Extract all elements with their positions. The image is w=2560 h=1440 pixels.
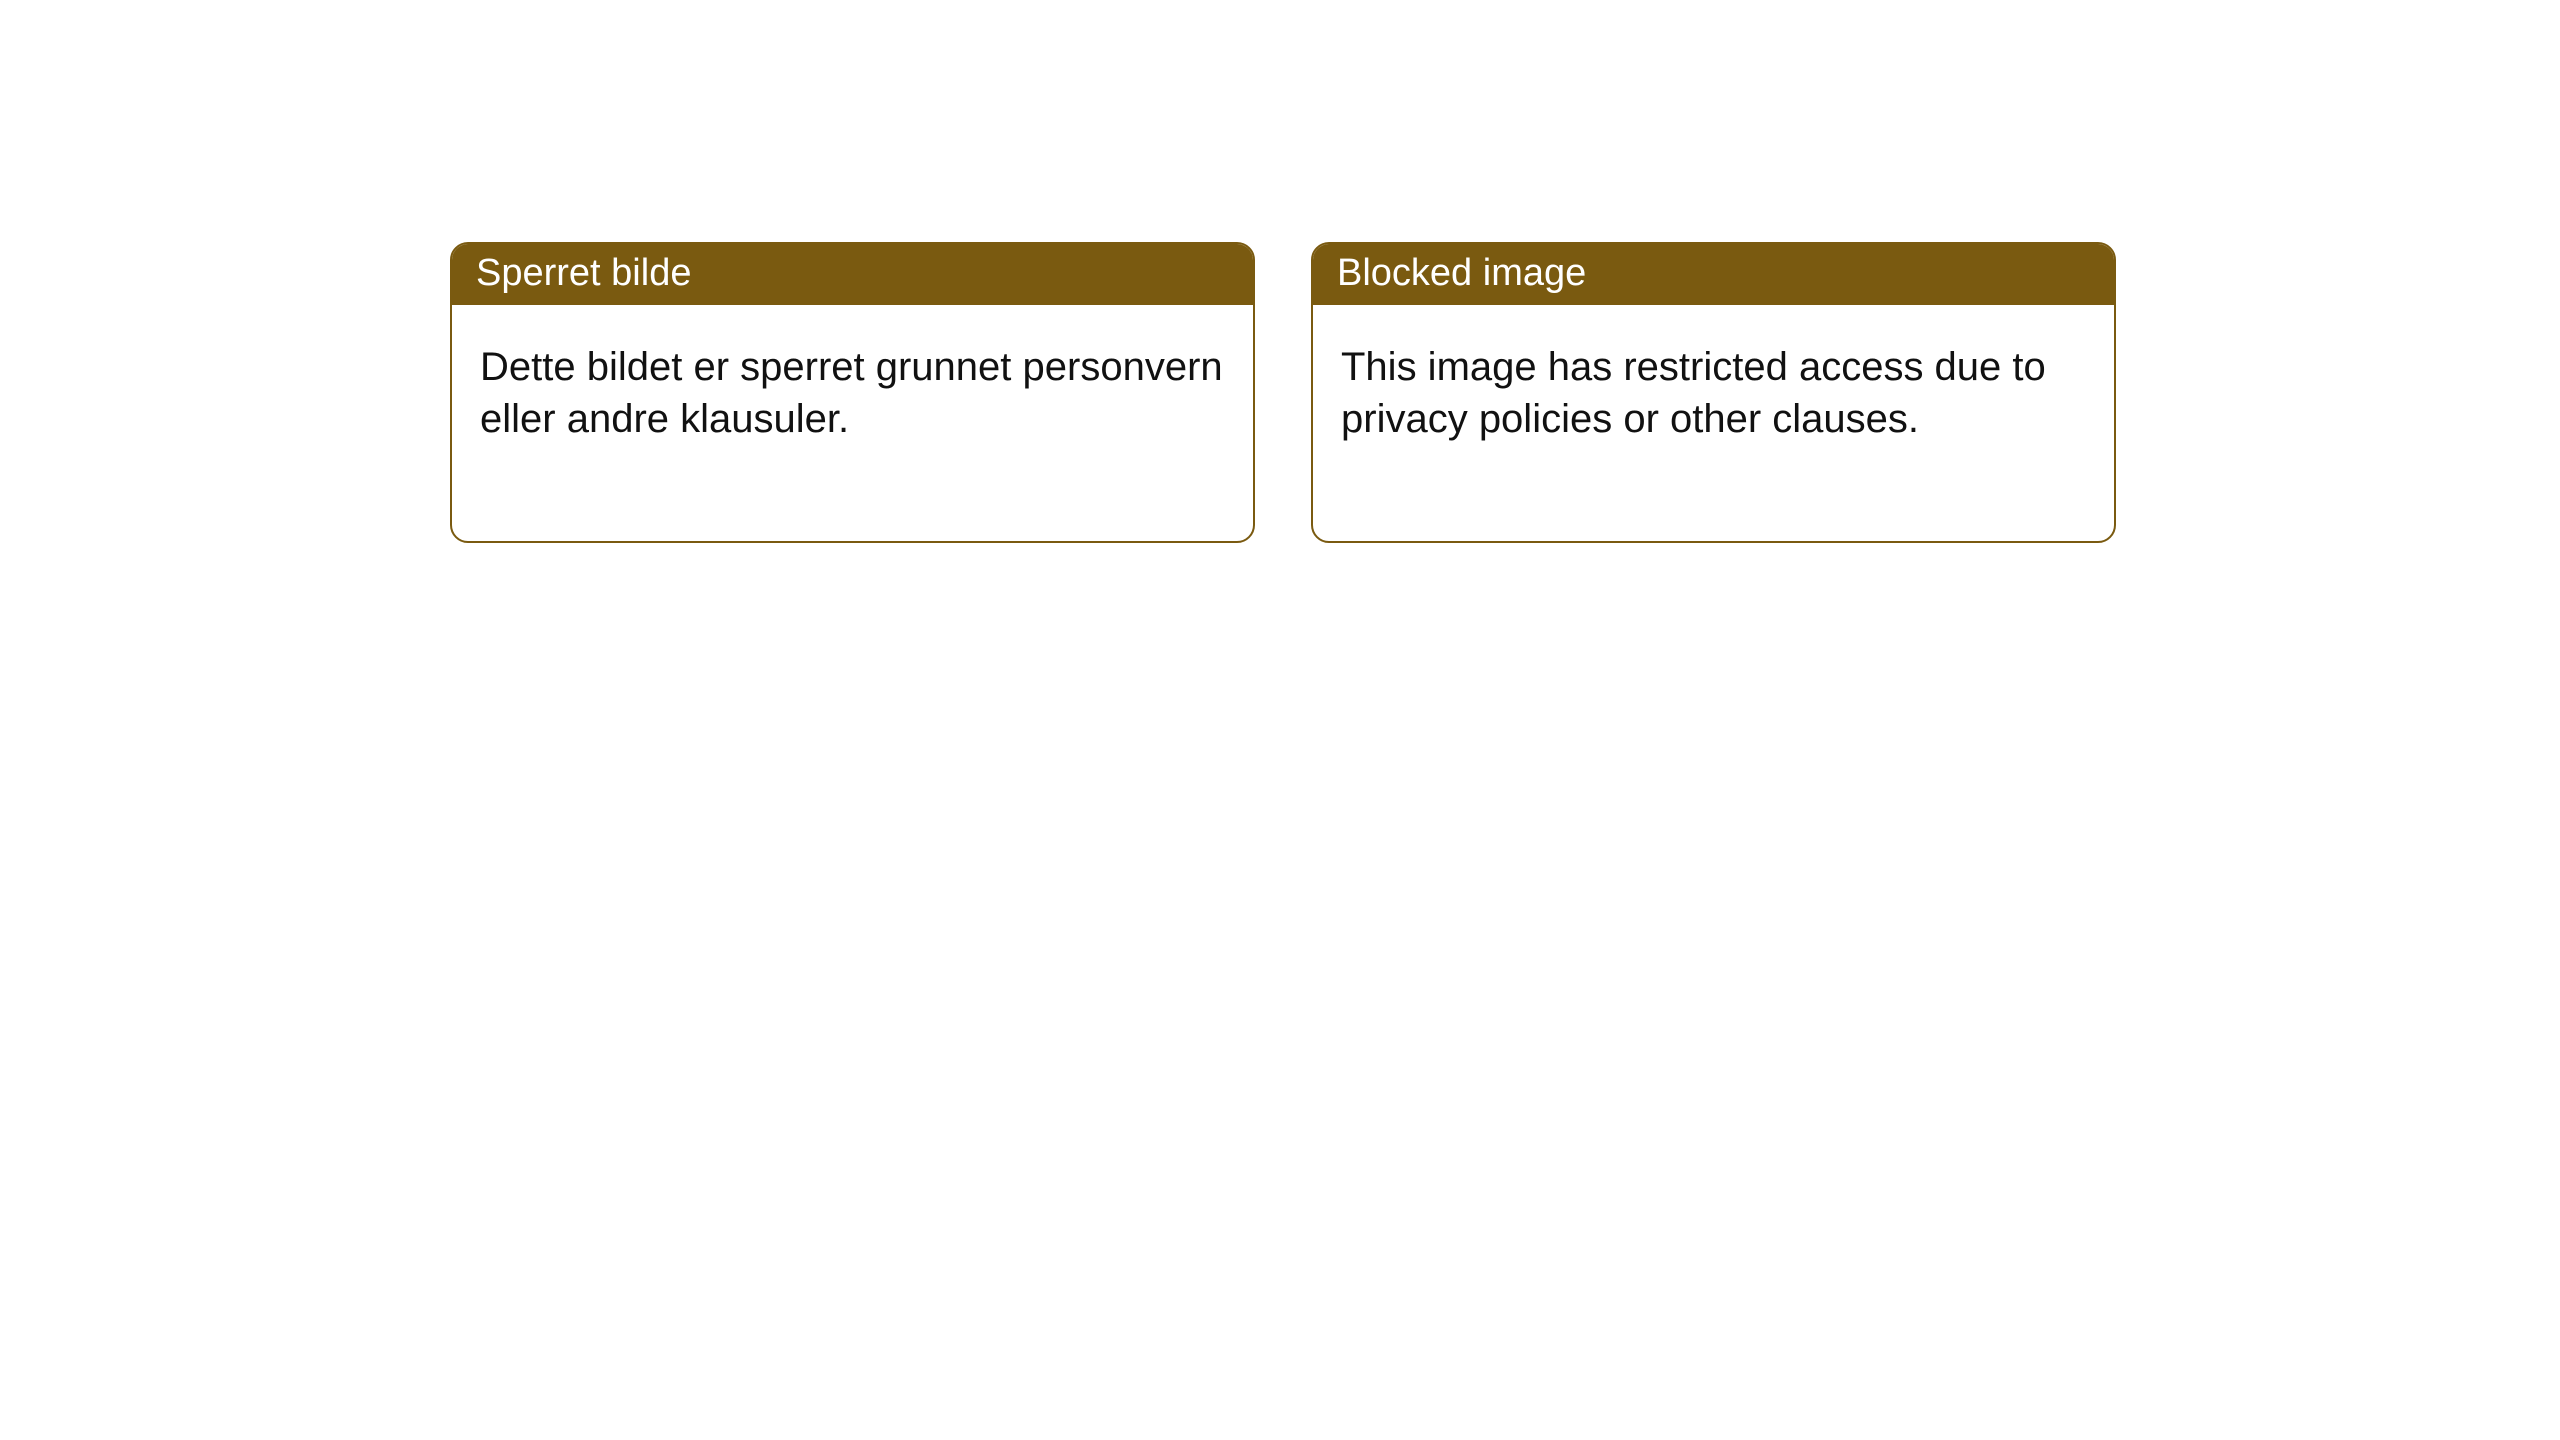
notice-message: Dette bildet er sperret grunnet personve… [480,345,1223,441]
notice-header: Blocked image [1313,244,2114,305]
notice-box-norwegian: Sperret bilde Dette bildet er sperret gr… [450,242,1255,543]
notice-body: Dette bildet er sperret grunnet personve… [452,305,1253,541]
notice-box-english: Blocked image This image has restricted … [1311,242,2116,543]
notice-container: Sperret bilde Dette bildet er sperret gr… [0,0,2560,543]
notice-body: This image has restricted access due to … [1313,305,2114,541]
notice-title: Blocked image [1337,252,1586,294]
notice-message: This image has restricted access due to … [1341,345,2046,441]
notice-header: Sperret bilde [452,244,1253,305]
notice-title: Sperret bilde [476,252,691,294]
